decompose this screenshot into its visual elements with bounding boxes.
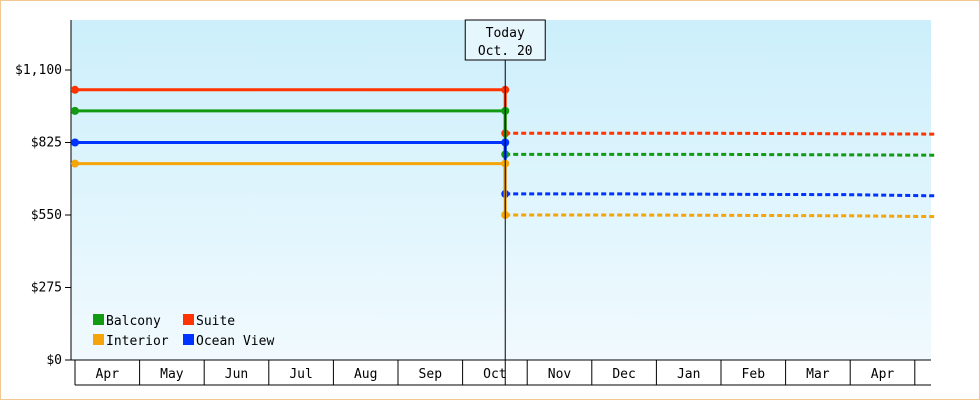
month-label: Feb [742, 367, 766, 382]
legend-label: Balcony [106, 314, 161, 329]
series-point [71, 106, 79, 115]
legend-label: Interior [106, 334, 169, 349]
month-label: Apr [96, 367, 120, 382]
legend-item-interior: Interior [93, 334, 169, 349]
legend-label: Suite [196, 314, 235, 329]
legend-swatch [93, 334, 104, 345]
month-label: May [160, 367, 184, 382]
month-label: Aug [354, 367, 377, 382]
month-label: Apr [871, 367, 895, 382]
today-label: Today [486, 26, 525, 41]
today-date: Oct. 20 [478, 44, 533, 59]
legend-item-balcony: Balcony [93, 314, 161, 329]
series-point [71, 159, 79, 168]
y-tick-label: $550 [31, 208, 62, 223]
legend-swatch [183, 334, 194, 345]
legend-label: Ocean View [196, 334, 274, 349]
series-point [71, 138, 79, 147]
legend-item-suite: Suite [183, 314, 235, 329]
series-forecast-line [505, 192, 935, 198]
month-label: Jun [225, 367, 248, 382]
month-label: Mar [806, 367, 830, 382]
y-tick-label: $825 [31, 136, 62, 151]
legend-swatch [183, 314, 194, 325]
month-label: Jul [289, 367, 312, 382]
y-tick-label: $0 [46, 353, 62, 368]
month-label: Jan [677, 367, 700, 382]
y-tick-label: $1,100 [15, 63, 62, 78]
series-forecast-line [505, 213, 935, 219]
month-label: Dec [612, 367, 635, 382]
y-tick-label: $275 [31, 281, 62, 296]
plot-background [71, 20, 931, 360]
month-label: Nov [548, 367, 572, 382]
legend-item-ocean-view: Ocean View [183, 334, 274, 349]
month-label: Sep [419, 367, 443, 382]
month-label: Oct [483, 367, 506, 382]
series-point [71, 85, 79, 94]
today-box [464, 19, 546, 61]
legend-swatch [93, 314, 104, 325]
